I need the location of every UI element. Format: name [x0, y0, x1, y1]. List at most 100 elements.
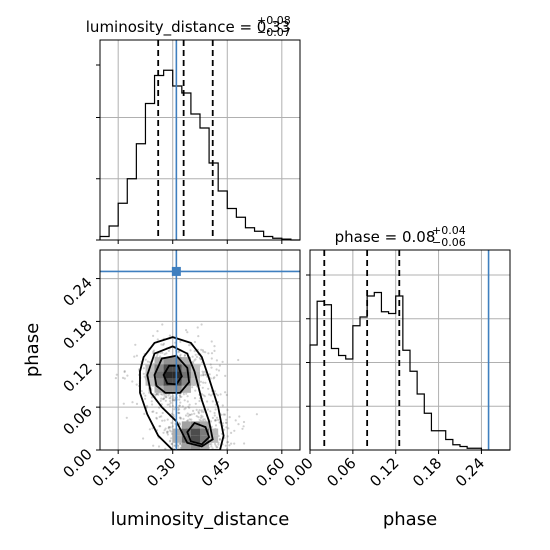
sample-point: [218, 364, 221, 367]
density-cell: [190, 435, 200, 443]
sample-point: [169, 439, 172, 442]
sample-point: [207, 387, 210, 390]
phase-title: phase = 0.08: [335, 228, 436, 246]
sample-point: [242, 420, 246, 424]
sample-point: [163, 397, 166, 400]
sample-point: [173, 399, 176, 402]
sample-point: [150, 400, 153, 403]
sample-point: [214, 408, 217, 411]
sample-point: [242, 425, 245, 428]
sample-point: [215, 392, 218, 396]
phase-title-upper: +0.04: [432, 224, 466, 237]
sample-point: [160, 397, 163, 400]
sample-point: [191, 355, 194, 358]
density-cell: [172, 435, 182, 443]
sample-point: [201, 386, 204, 389]
sample-point: [144, 397, 147, 400]
sample-point: [203, 418, 206, 421]
sample-point: [155, 392, 158, 395]
sample-point: [172, 413, 175, 416]
sample-point: [214, 419, 217, 422]
sample-point: [234, 419, 237, 422]
sample-point: [162, 397, 165, 400]
sample-point: [178, 404, 181, 407]
sample-point: [218, 438, 221, 441]
sample-point: [162, 431, 165, 434]
sample-point: [204, 373, 207, 376]
sample-point: [152, 444, 155, 447]
sample-point: [210, 445, 213, 448]
sample-point: [171, 399, 174, 402]
sample-point: [222, 413, 225, 416]
sample-point: [216, 418, 220, 421]
sample-point: [209, 394, 212, 397]
sample-point: [183, 408, 186, 411]
density-cell: [181, 442, 191, 450]
sample-point: [202, 372, 205, 375]
density-cell: [163, 378, 173, 386]
sample-point: [170, 412, 173, 415]
hist-phase-frame: [309, 249, 511, 451]
sample-point: [225, 421, 228, 424]
sample-point: [201, 370, 204, 373]
density-cell: [154, 364, 164, 372]
sample-point: [170, 443, 173, 446]
truth-marker: [171, 266, 181, 276]
sample-point: [228, 444, 231, 447]
sample-point: [213, 414, 216, 417]
luminosity-distance-title: luminosity_distance = 0.33: [86, 18, 290, 37]
sample-point: [186, 412, 189, 415]
sample-point: [167, 394, 170, 397]
sample-point: [210, 352, 214, 355]
sample-point: [221, 404, 224, 407]
density-cell: [181, 378, 191, 386]
sample-point: [161, 419, 164, 422]
density-cell: [163, 371, 173, 379]
sample-point: [190, 418, 193, 421]
sample-point: [213, 376, 216, 379]
sample-point: [161, 323, 164, 326]
sample-point: [211, 400, 214, 403]
sample-point: [233, 442, 236, 445]
sample-point: [166, 431, 169, 434]
density-cell: [190, 364, 200, 372]
sample-point: [200, 414, 203, 417]
sample-point: [182, 417, 185, 420]
density-cell: [163, 385, 173, 393]
sample-point: [142, 437, 145, 440]
sample-point: [177, 444, 180, 448]
sample-point: [203, 370, 206, 373]
density-cell: [172, 357, 182, 365]
sample-point: [167, 349, 170, 352]
sample-point: [237, 358, 240, 362]
sample-point: [228, 416, 231, 419]
sample-point: [171, 398, 174, 401]
sample-point: [151, 427, 154, 430]
sample-point: [195, 408, 198, 411]
sample-point: [156, 354, 159, 357]
joint-density-panel: 0.15 0.30 0.45 0.600.000.060.120.180.24 lum…: [22, 249, 301, 530]
sample-point: [225, 426, 228, 429]
density-cell: [154, 371, 164, 379]
density-cell: [172, 385, 182, 393]
p2-ytick-label-3: 0.18: [59, 317, 95, 353]
density-cell: [190, 428, 200, 436]
sample-point: [163, 394, 166, 397]
sample-point: [163, 429, 166, 432]
sample-point: [202, 374, 205, 377]
y-axis-label-phase: phase: [22, 323, 43, 377]
sample-point: [162, 342, 165, 345]
sample-point: [219, 393, 222, 396]
sample-point: [178, 408, 181, 411]
luminosity-distance-histogram: [99, 69, 300, 241]
sample-point: [197, 410, 200, 413]
sample-point: [158, 406, 161, 409]
sample-point: [243, 442, 246, 445]
sample-point: [169, 397, 172, 400]
sample-point: [200, 323, 203, 326]
luminosity-distance-title-main: luminosity_distance = 0.33: [86, 18, 290, 37]
sample-point: [159, 355, 162, 358]
sample-point: [169, 426, 172, 429]
sample-point: [123, 370, 126, 374]
